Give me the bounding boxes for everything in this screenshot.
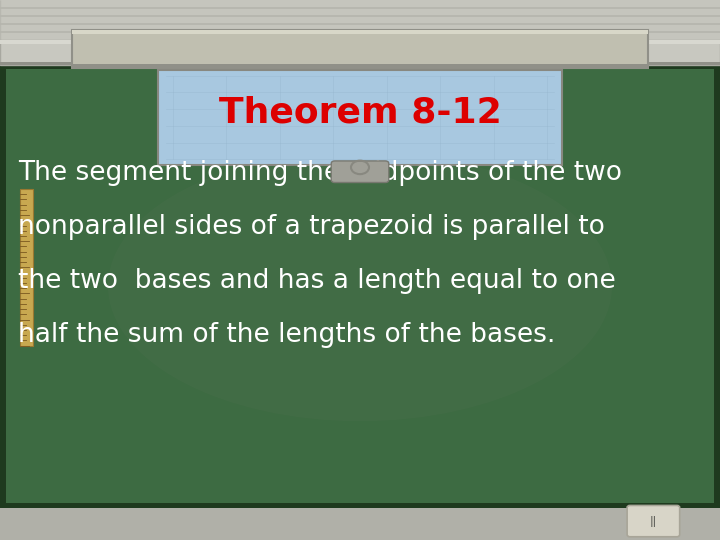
Bar <box>158 70 562 165</box>
Text: half the sum of the lengths of the bases.: half the sum of the lengths of the bases… <box>18 322 555 348</box>
Text: ||: || <box>650 516 657 526</box>
Bar <box>0 508 720 540</box>
Text: the two  bases and has a length equal to one: the two bases and has a length equal to … <box>18 268 616 294</box>
FancyBboxPatch shape <box>627 505 680 537</box>
FancyBboxPatch shape <box>331 161 389 183</box>
Text: nonparallel sides of a trapezoid is parallel to: nonparallel sides of a trapezoid is para… <box>18 214 605 240</box>
FancyBboxPatch shape <box>315 45 405 64</box>
Bar <box>72 30 648 68</box>
Ellipse shape <box>108 151 612 421</box>
Bar <box>72 30 648 34</box>
Bar <box>6 69 714 503</box>
Text: The segment joining the midpoints of the two: The segment joining the midpoints of the… <box>18 160 622 186</box>
Text: Theorem 8-12: Theorem 8-12 <box>219 95 501 129</box>
Bar <box>0 65 720 508</box>
Bar <box>0 40 720 65</box>
Bar <box>0 0 720 65</box>
Bar <box>0 62 720 65</box>
Bar <box>0 40 720 44</box>
Bar <box>72 64 648 68</box>
Bar <box>20 189 33 346</box>
